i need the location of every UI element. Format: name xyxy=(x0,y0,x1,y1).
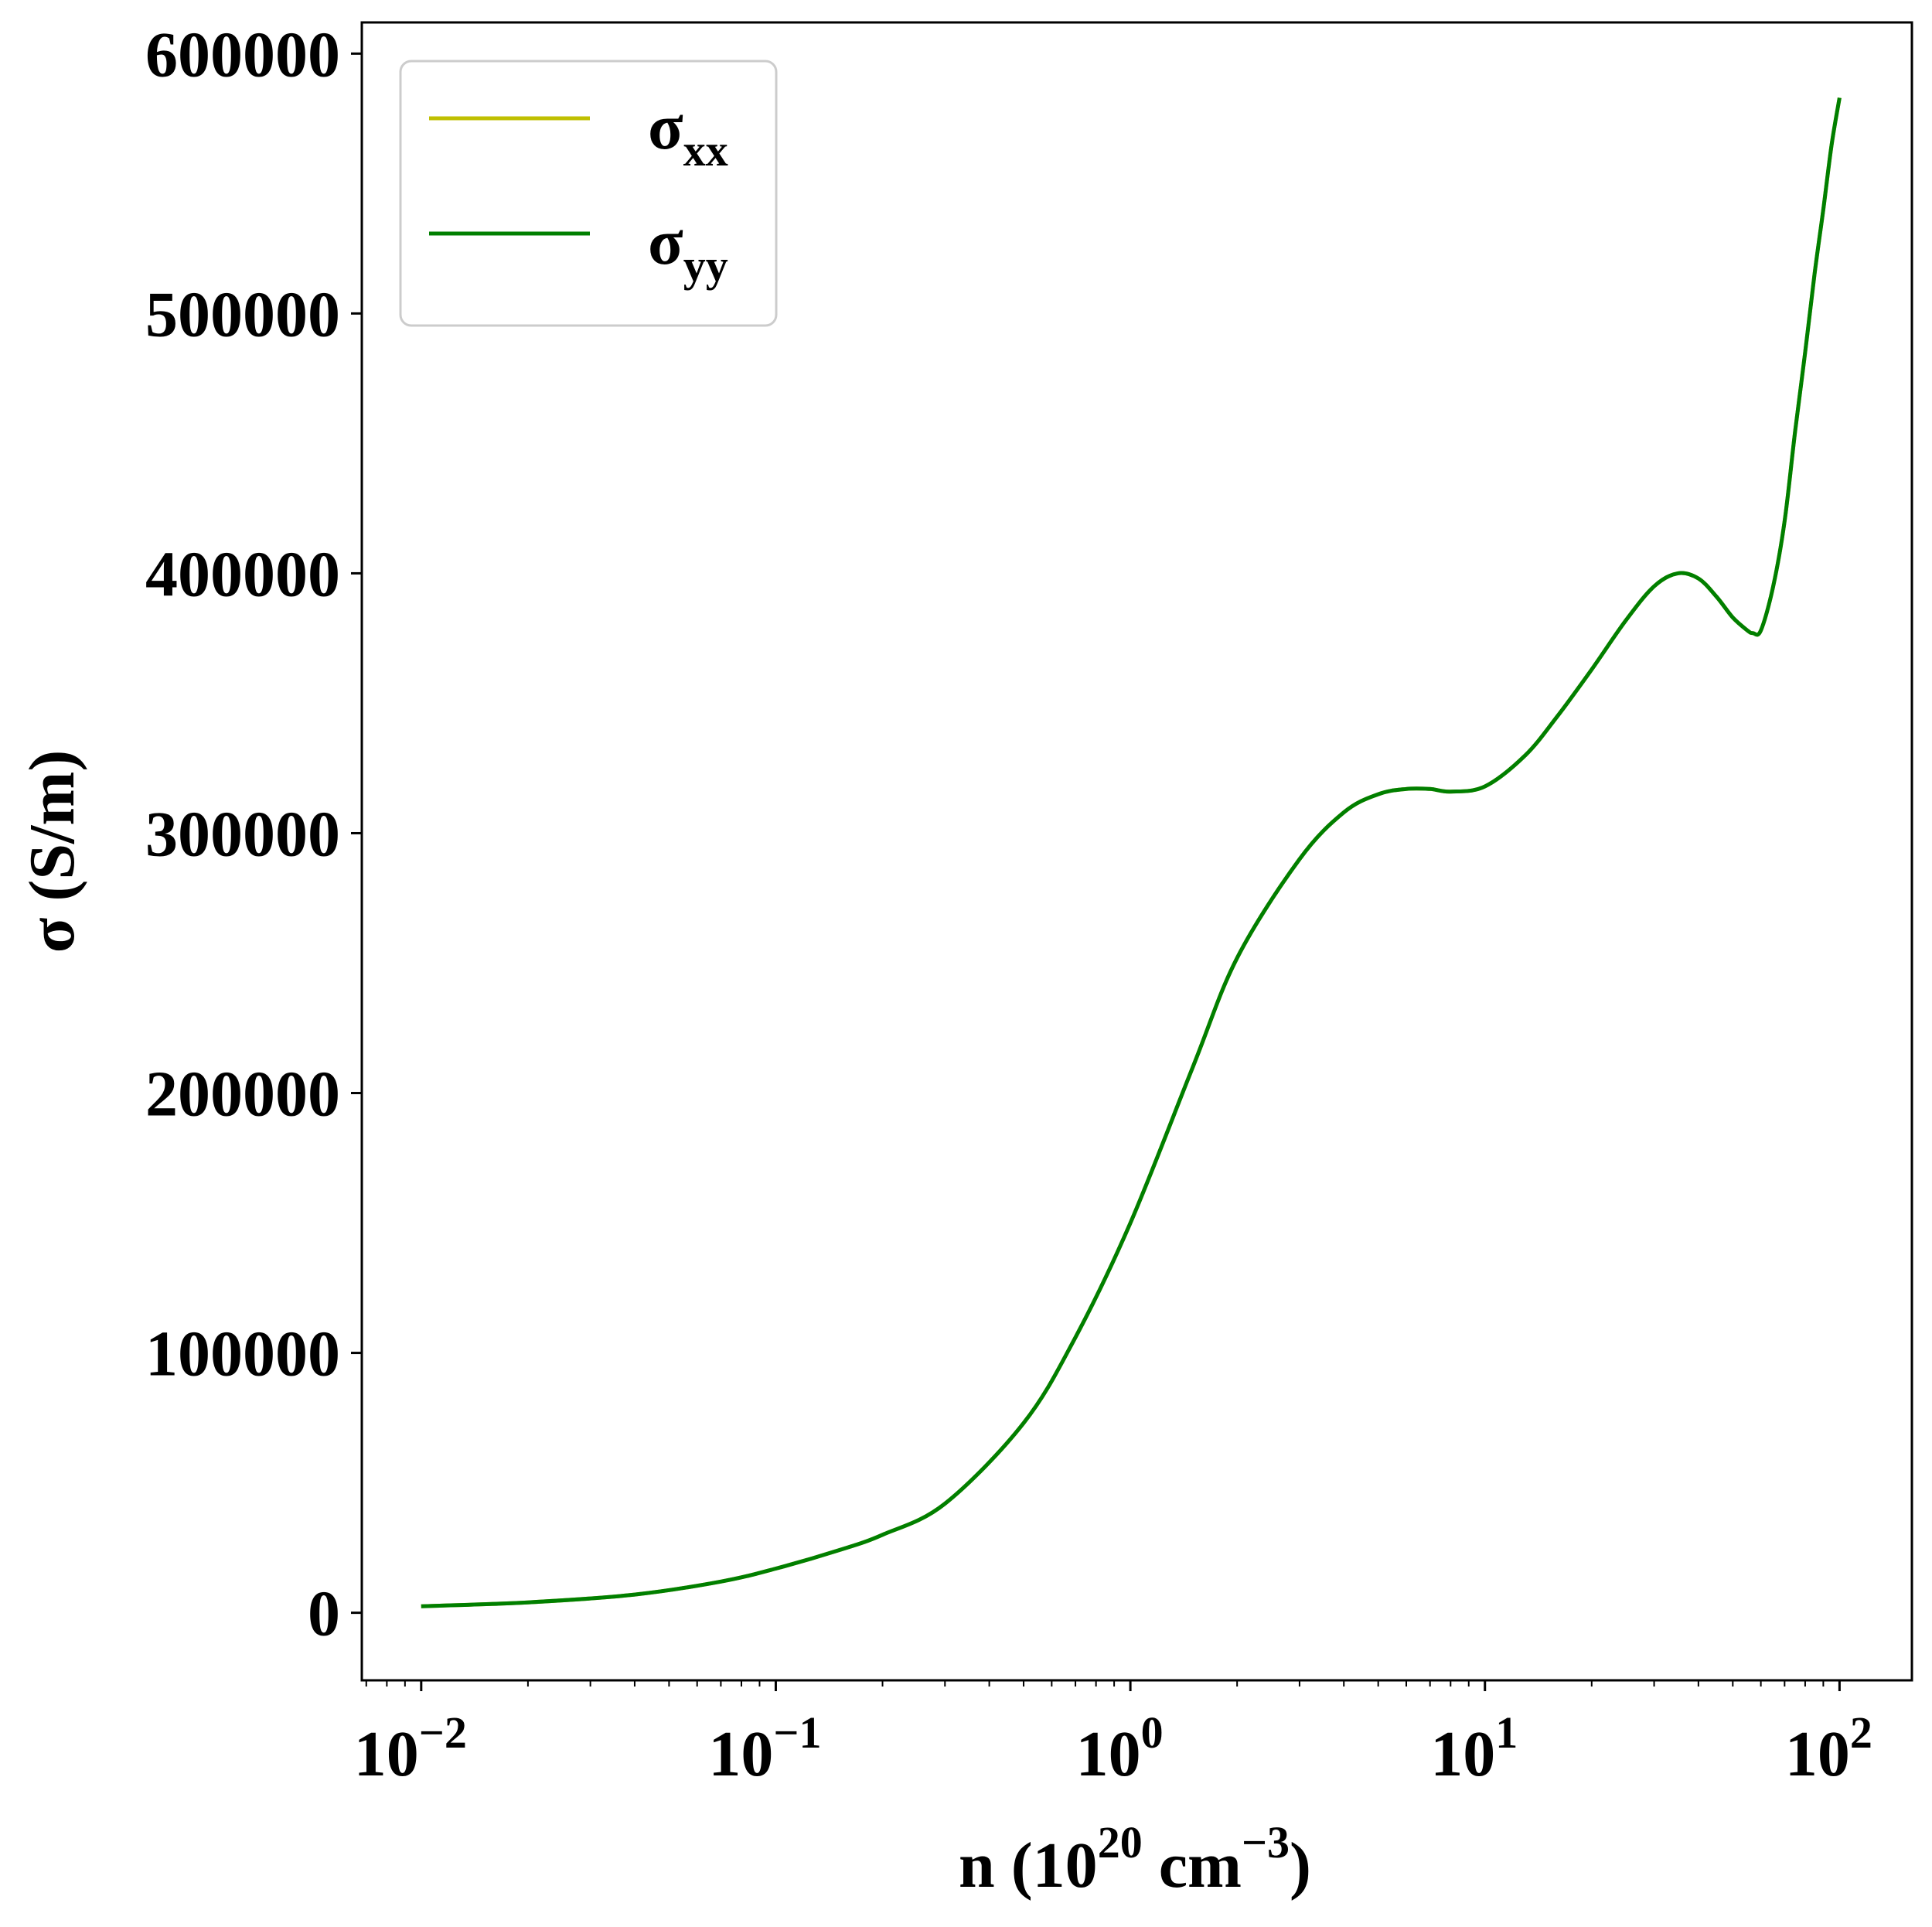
series-line-sigma-yy xyxy=(421,97,1842,1608)
x-tick-label: 100 xyxy=(1076,1707,1164,1790)
x-axis-label-end: ) xyxy=(1290,1830,1311,1901)
x-tick-label: 102 xyxy=(1785,1707,1872,1790)
plot-area-frame xyxy=(360,21,1913,1682)
x-tick-label-base: 10 xyxy=(1076,1718,1141,1790)
y-tick-label: 200000 xyxy=(145,1059,340,1131)
legend-label-sigma-yy: σyy xyxy=(648,206,728,291)
y-tick-label: 300000 xyxy=(145,798,340,870)
legend-box xyxy=(399,60,778,327)
y-axis-label: σ (S/m) xyxy=(16,750,88,953)
x-axis-label: n (1020 cm−3) xyxy=(959,1817,1311,1901)
x-tick-label-base: 10 xyxy=(1430,1718,1495,1790)
y-tick-label: 500000 xyxy=(145,278,340,350)
x-tick-label-exponent: −2 xyxy=(419,1707,467,1758)
legend-label-sigma-yy-name: σ xyxy=(648,206,683,278)
y-tick-label: 100000 xyxy=(145,1318,340,1390)
x-tick-label: 10−2 xyxy=(354,1707,467,1790)
x-axis-label-mid: cm xyxy=(1143,1830,1242,1901)
y-tick-label: 400000 xyxy=(145,538,340,610)
x-tick-label-exponent: 0 xyxy=(1141,1707,1164,1758)
legend-label-sigma-xx-subscript: xx xyxy=(683,125,728,176)
legend-label-sigma-yy-subscript: yy xyxy=(683,240,728,291)
tick-layer: 010000020000030000040000050000060000010−… xyxy=(145,19,1872,1790)
legend-label-sigma-xx: σxx xyxy=(648,91,728,176)
x-tick-label-exponent: 1 xyxy=(1495,1707,1518,1758)
y-tick-label: 600000 xyxy=(145,19,340,90)
x-tick-label: 10−1 xyxy=(708,1707,821,1790)
x-axis-label-exp2: −3 xyxy=(1242,1817,1290,1867)
x-tick-label-base: 10 xyxy=(708,1718,773,1790)
x-axis-label-base: n (10 xyxy=(959,1830,1098,1901)
legend-label-sigma-xx-name: σ xyxy=(648,91,683,163)
series-layer xyxy=(421,97,1842,1608)
x-tick-label-exponent: 2 xyxy=(1850,1707,1872,1758)
x-tick-label-exponent: −1 xyxy=(773,1707,821,1758)
legend: σxx σyy xyxy=(399,60,778,327)
x-tick-label: 101 xyxy=(1430,1707,1518,1790)
x-axis-label-exp1: 20 xyxy=(1098,1817,1143,1867)
x-tick-label-base: 10 xyxy=(1785,1718,1850,1790)
y-tick-label: 0 xyxy=(308,1578,340,1650)
x-tick-label-base: 10 xyxy=(354,1718,419,1790)
